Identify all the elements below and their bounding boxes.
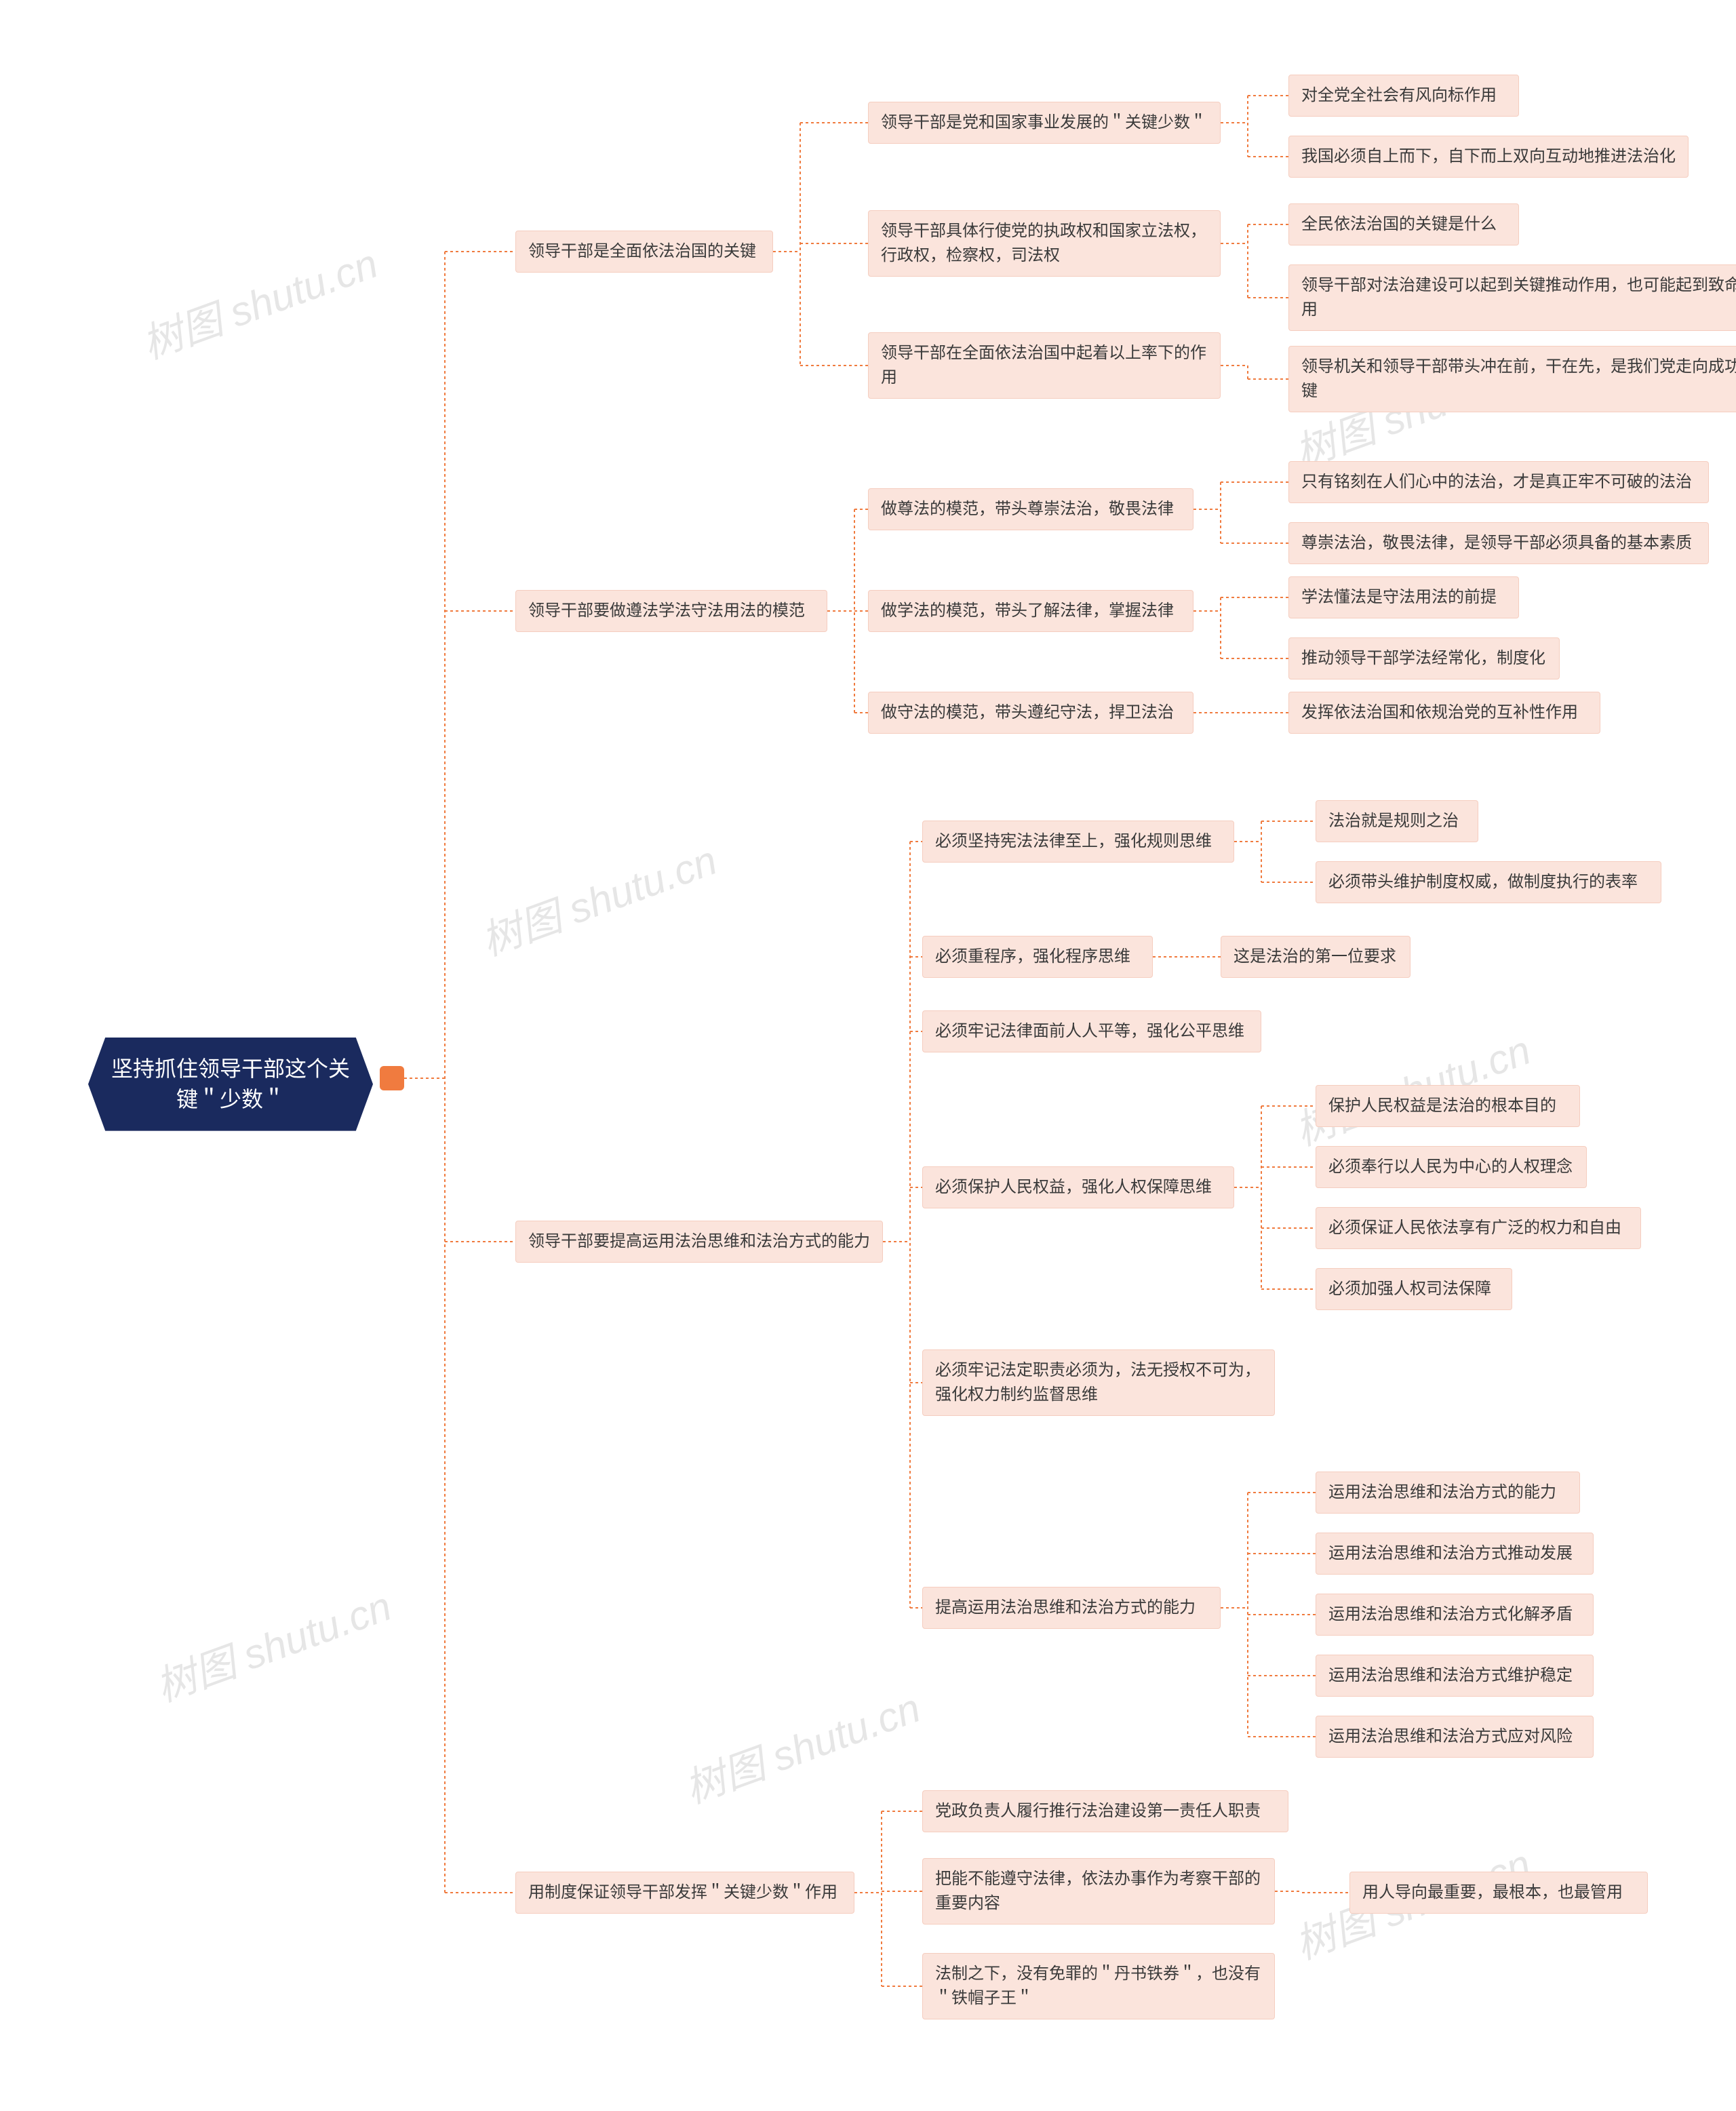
mindmap-node: 做尊法的模范，带头尊崇法治，敬畏法律 — [868, 488, 1194, 530]
mindmap-node: 党政负责人履行推行法治建设第一责任人职责 — [922, 1790, 1288, 1832]
mindmap-node: 领导干部要做遵法学法守法用法的模范 — [515, 590, 827, 632]
watermark: 树图 shutu.cn — [133, 231, 384, 370]
watermark: 树图 shutu.cn — [675, 1675, 927, 1815]
root-text: 坚持抓住领导干部这个关 键＂少数＂ — [111, 1057, 350, 1111]
root-stub — [380, 1066, 404, 1090]
mindmap-node: 必须保证人民依法享有广泛的权力和自由 — [1316, 1207, 1641, 1249]
mindmap-node: 领导干部对法治建设可以起到关键推动作用，也可能起到致命破坏作用 — [1288, 264, 1736, 331]
watermark: 树图 shutu.cn — [146, 1573, 398, 1713]
mindmap-node: 必须牢记法定职责必须为，法无授权不可为， 强化权力制约监督思维 — [922, 1349, 1275, 1416]
mindmap-node: 做守法的模范，带头遵纪守法，捍卫法治 — [868, 692, 1194, 734]
mindmap-node: 必须重程序，强化程序思维 — [922, 936, 1153, 978]
mindmap-node: 领导机关和领导干部带头冲在前，干在先，是我们党走向成功的关键 — [1288, 346, 1736, 412]
mindmap-node: 必须带头维护制度权威，做制度执行的表率 — [1316, 861, 1661, 903]
mindmap-node: 学法懂法是守法用法的前提 — [1288, 576, 1519, 618]
mindmap-node: 尊崇法治，敬畏法律，是领导干部必须具备的基本素质 — [1288, 522, 1709, 564]
mindmap-node: 运用法治思维和法治方式维护稳定 — [1316, 1655, 1594, 1697]
mindmap-node: 提高运用法治思维和法治方式的能力 — [922, 1587, 1221, 1629]
mindmap-node: 运用法治思维和法治方式应对风险 — [1316, 1716, 1594, 1758]
mindmap-node: 领导干部在全面依法治国中起着以上率下的作 用 — [868, 332, 1221, 399]
mindmap-canvas: 树图 shutu.cn 树图 shutu.cn 树图 shutu.cn 树图 shut… — [0, 0, 1736, 2111]
mindmap-node: 我国必须自上而下，自下而上双向互动地推进法治化 — [1288, 136, 1689, 178]
mindmap-node: 发挥依法治国和依规治党的互补性作用 — [1288, 692, 1600, 734]
mindmap-node: 领导干部要提高运用法治思维和法治方式的能力 — [515, 1221, 883, 1263]
root-node: 坚持抓住领导干部这个关 键＂少数＂ — [88, 1038, 373, 1131]
mindmap-node: 用制度保证领导干部发挥＂关键少数＂作用 — [515, 1872, 854, 1914]
mindmap-node: 保护人民权益是法治的根本目的 — [1316, 1085, 1580, 1127]
mindmap-node: 领导干部具体行使党的执政权和国家立法权， 行政权，检察权，司法权 — [868, 210, 1221, 277]
mindmap-node: 必须保护人民权益，强化人权保障思维 — [922, 1166, 1234, 1208]
watermark: 树图 shutu.cn — [472, 827, 724, 967]
mindmap-node: 全民依法治国的关键是什么 — [1288, 203, 1519, 245]
mindmap-node: 必须加强人权司法保障 — [1316, 1268, 1512, 1310]
mindmap-node: 领导干部是全面依法治国的关键 — [515, 231, 773, 273]
mindmap-node: 运用法治思维和法治方式化解矛盾 — [1316, 1594, 1594, 1636]
mindmap-node: 这是法治的第一位要求 — [1221, 936, 1410, 978]
mindmap-node: 用人导向最重要，最根本，也最管用 — [1349, 1872, 1648, 1914]
mindmap-node: 推动领导干部学法经常化，制度化 — [1288, 637, 1560, 679]
mindmap-node: 法制之下，没有免罪的＂丹书铁券＂，也没有 ＂铁帽子王＂ — [922, 1953, 1275, 2019]
mindmap-node: 运用法治思维和法治方式的能力 — [1316, 1472, 1580, 1514]
mindmap-node: 对全党全社会有风向标作用 — [1288, 75, 1519, 117]
mindmap-node: 必须坚持宪法法律至上，强化规则思维 — [922, 821, 1234, 863]
mindmap-node: 必须牢记法律面前人人平等，强化公平思维 — [922, 1010, 1261, 1052]
mindmap-node: 只有铭刻在人们心中的法治，才是真正牢不可破的法治 — [1288, 461, 1709, 503]
mindmap-node: 把能不能遵守法律，依法办事作为考察干部的 重要内容 — [922, 1858, 1275, 1925]
mindmap-node: 领导干部是党和国家事业发展的＂关键少数＂ — [868, 102, 1221, 144]
mindmap-node: 做学法的模范，带头了解法律，掌握法律 — [868, 590, 1194, 632]
mindmap-node: 运用法治思维和法治方式推动发展 — [1316, 1533, 1594, 1575]
mindmap-node: 法治就是规则之治 — [1316, 800, 1478, 842]
mindmap-node: 必须奉行以人民为中心的人权理念 — [1316, 1146, 1587, 1188]
